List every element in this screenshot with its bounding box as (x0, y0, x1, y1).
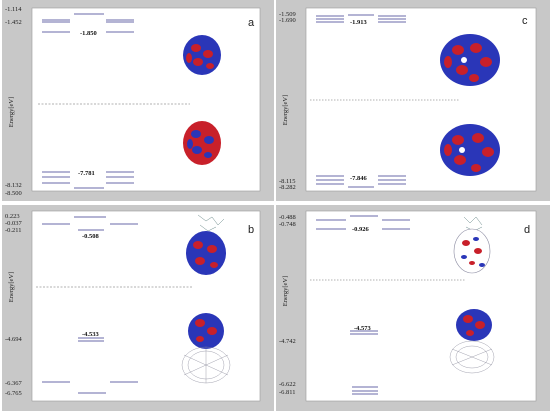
tick-label: -4.694 (5, 336, 23, 343)
tick-label: -0.488 (279, 214, 296, 221)
tick-label: -0.748 (279, 221, 296, 228)
y-axis-label: Energy[eV] (282, 95, 289, 126)
homo-orbital-image (440, 124, 500, 176)
panel-a: Energy[eV] -1.114 -1.452 -8.132 -8.500 -… (2, 0, 274, 201)
lumo-energy-label: -1.913 (350, 19, 368, 26)
homo-orbital-image (181, 313, 231, 384)
tick-label: -4.742 (279, 338, 296, 345)
tick-label: 0.223 (5, 213, 20, 220)
panel-tag: a (248, 17, 255, 29)
tick-label: -6.622 (279, 381, 296, 388)
lumo-levels (42, 216, 138, 231)
homo-levels (350, 330, 378, 395)
panel-tag: d (524, 224, 530, 236)
lumo-energy-label: -0.926 (352, 226, 370, 233)
homo-orbital-image (183, 121, 221, 165)
panel-c: Energy[eV] -1.509 -1.690 -8.115 -8.282 -… (276, 0, 550, 201)
tick-label: -0.037 (5, 220, 23, 227)
tick-label: -1.114 (5, 6, 22, 13)
homo-levels (42, 171, 134, 189)
tick-label: -8.115 (279, 178, 296, 185)
homo-energy-label: -7.781 (78, 170, 95, 177)
energy-diagram-d: Energy[eV] -0.488 -0.748 -4.742 -6.622 -… (279, 210, 537, 402)
tick-label: -8.132 (5, 182, 22, 189)
lumo-orbital-image (183, 35, 221, 75)
lumo-levels (316, 215, 410, 230)
tick-label: -6.811 (279, 389, 296, 396)
tick-label: -6.367 (5, 380, 23, 387)
energy-diagram-c: Energy[eV] -1.509 -1.690 -8.115 -8.282 -… (279, 7, 537, 192)
lumo-energy-label: -0.508 (82, 233, 100, 240)
y-axis-label: Energy[eV] (8, 272, 15, 303)
tick-label: -0.211 (5, 227, 22, 234)
tick-label: -1.690 (279, 17, 296, 24)
tick-label: -1.509 (279, 11, 296, 18)
tick-label: -1.452 (5, 19, 22, 26)
lumo-levels (42, 13, 134, 33)
panel-tag: b (248, 224, 254, 236)
energy-diagram-a: Energy[eV] -1.114 -1.452 -8.132 -8.500 -… (5, 6, 261, 197)
tick-label: -6.765 (5, 390, 22, 397)
panel-d: Energy[eV] -0.488 -0.748 -4.742 -6.622 -… (276, 205, 550, 411)
lumo-orbital-image (453, 216, 491, 274)
energy-diagram-b: Energy[eV] 0.223 -0.037 -0.211 -4.694 -6… (5, 210, 261, 402)
y-axis-label: Energy[eV] (8, 97, 15, 128)
panel-tag: c (522, 15, 528, 27)
homo-levels (316, 175, 406, 188)
homo-orbital-image (449, 309, 495, 374)
y-axis-label: Energy[eV] (282, 276, 289, 307)
tick-label: -8.282 (279, 184, 296, 191)
lumo-orbital-image (186, 214, 226, 275)
homo-energy-label: -4.573 (354, 325, 372, 332)
homo-energy-label: -7.846 (350, 175, 368, 182)
homo-levels (42, 337, 138, 394)
lumo-energy-label: -1.850 (80, 30, 97, 37)
panel-b: Energy[eV] 0.223 -0.037 -0.211 -4.694 -6… (2, 205, 274, 411)
tick-label: -8.500 (5, 190, 22, 197)
lumo-orbital-image (440, 34, 500, 86)
homo-energy-label: -4.533 (82, 331, 100, 338)
lumo-levels (316, 14, 406, 23)
